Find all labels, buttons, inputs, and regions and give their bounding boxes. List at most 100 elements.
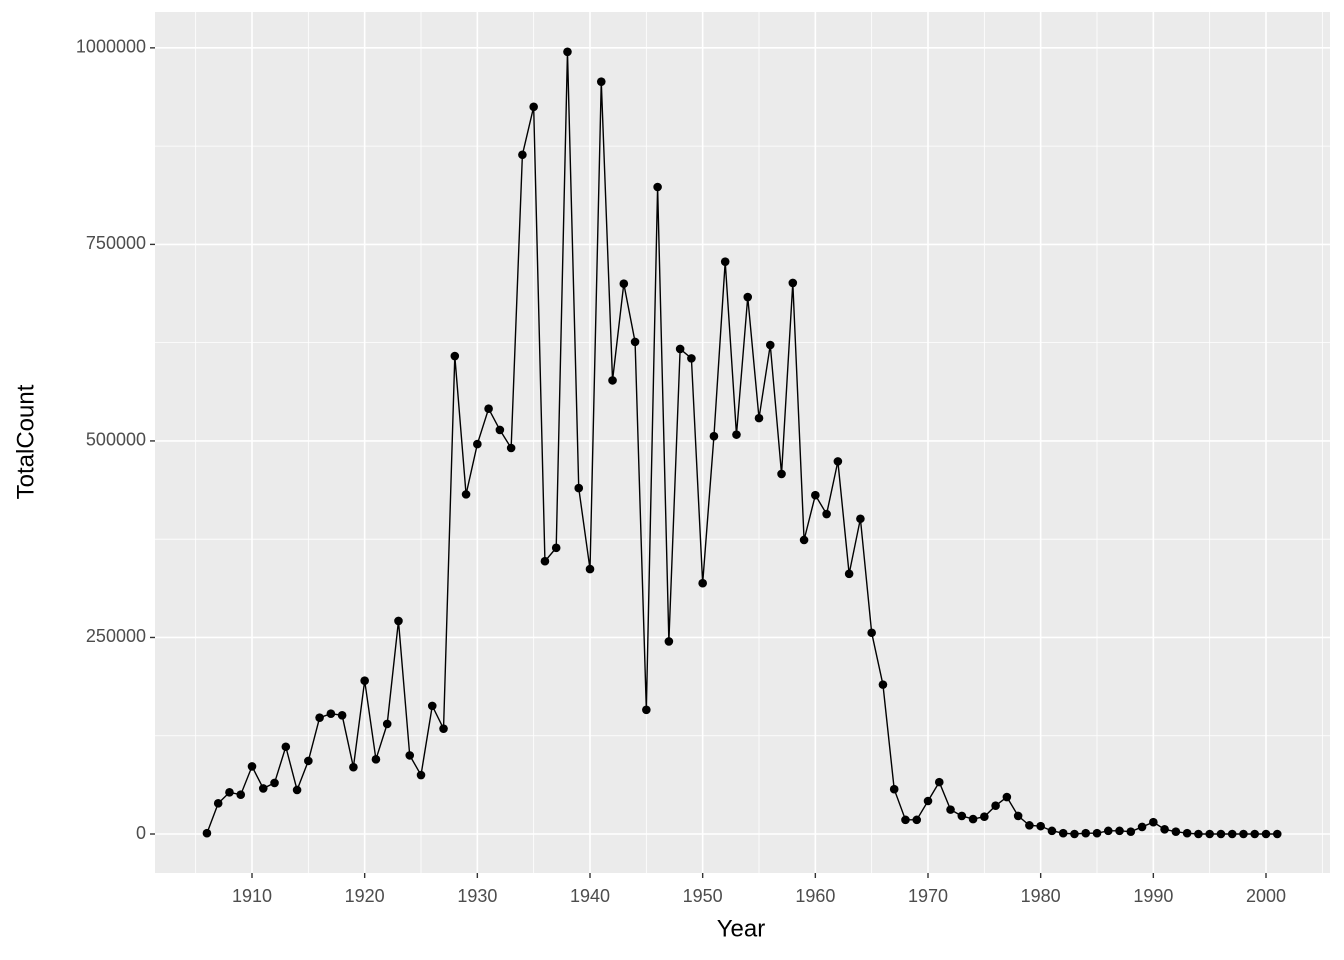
point <box>788 278 798 288</box>
point <box>889 784 899 794</box>
x-tick-label: 1950 <box>683 886 723 906</box>
point <box>1103 826 1113 836</box>
point <box>315 713 324 722</box>
point <box>1036 821 1045 831</box>
point <box>292 785 302 795</box>
point <box>439 724 448 733</box>
panel <box>155 12 1330 873</box>
point <box>1047 826 1057 836</box>
point <box>1182 828 1192 838</box>
point <box>946 805 955 814</box>
point <box>799 535 809 545</box>
point <box>1025 821 1034 830</box>
point <box>225 788 234 797</box>
point <box>416 770 426 780</box>
y-axis-title: TotalCount <box>12 384 39 499</box>
point <box>867 628 876 638</box>
point <box>473 439 482 449</box>
point <box>1205 829 1214 839</box>
point <box>529 102 538 112</box>
point <box>596 77 606 86</box>
point <box>743 292 753 302</box>
point <box>518 150 527 160</box>
point <box>1058 828 1068 838</box>
x-tick-label: 1940 <box>570 886 610 906</box>
x-tick-label: 1910 <box>232 886 272 906</box>
point <box>1070 829 1079 839</box>
point <box>551 543 561 553</box>
point <box>934 777 944 787</box>
point <box>258 784 268 793</box>
point <box>664 637 674 646</box>
point <box>968 814 978 824</box>
point <box>630 337 640 347</box>
point <box>563 47 572 57</box>
point <box>371 755 381 764</box>
point <box>270 778 279 788</box>
x-tick-label: 1990 <box>1133 886 1173 906</box>
point <box>878 680 888 689</box>
point <box>675 344 685 354</box>
point <box>811 490 820 500</box>
y-tick-label: 1000000 <box>76 37 146 57</box>
x-tick-label: 1920 <box>345 886 385 906</box>
point <box>1272 829 1282 839</box>
point <box>574 483 584 493</box>
point <box>1194 829 1203 839</box>
x-tick-label: 1930 <box>457 886 497 906</box>
point <box>236 790 246 799</box>
point <box>484 404 493 413</box>
point <box>698 578 707 588</box>
point <box>1261 829 1271 839</box>
point <box>822 509 831 519</box>
point <box>833 457 843 466</box>
point <box>1002 792 1012 802</box>
point <box>495 425 505 435</box>
point <box>720 257 730 266</box>
y-tick-label: 250000 <box>86 626 146 646</box>
point <box>1081 828 1091 838</box>
x-tick-label: 2000 <box>1246 886 1286 906</box>
x-tick-label: 1960 <box>795 886 835 906</box>
point <box>1227 829 1237 839</box>
point <box>1250 829 1260 839</box>
point <box>1115 826 1124 836</box>
point <box>991 801 1000 811</box>
point <box>450 351 460 361</box>
point <box>1171 827 1181 836</box>
point <box>202 828 212 838</box>
point <box>304 756 313 766</box>
y-tick-label: 500000 <box>86 430 146 450</box>
point <box>732 430 741 439</box>
point <box>1137 822 1147 832</box>
point <box>427 701 437 711</box>
point <box>213 799 223 808</box>
point <box>405 751 415 760</box>
point <box>326 709 336 719</box>
point <box>1149 817 1158 827</box>
point <box>923 796 933 806</box>
point <box>360 676 369 686</box>
point <box>247 762 257 771</box>
point <box>687 354 696 363</box>
point <box>394 616 403 626</box>
point <box>912 815 922 825</box>
point <box>540 556 550 566</box>
point <box>777 469 786 479</box>
point <box>506 443 516 453</box>
point <box>1126 827 1136 836</box>
point <box>642 705 651 715</box>
point <box>957 811 967 821</box>
point <box>619 279 629 288</box>
y-tick-label: 750000 <box>86 233 146 253</box>
point <box>901 815 910 825</box>
point <box>281 742 291 752</box>
marks <box>202 47 1282 839</box>
point <box>709 431 719 441</box>
point <box>1160 824 1169 834</box>
x-tick-label: 1970 <box>908 886 948 906</box>
point <box>461 490 471 499</box>
point <box>349 762 358 772</box>
y-tick-label: 0 <box>136 823 146 843</box>
